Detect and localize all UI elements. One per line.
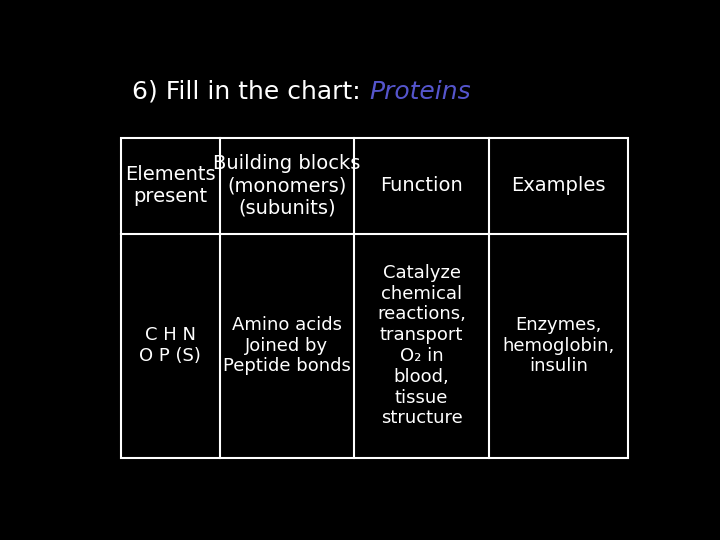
Text: C H N
O P (S): C H N O P (S) (139, 326, 201, 365)
Text: Amino acids
Joined by
Peptide bonds: Amino acids Joined by Peptide bonds (223, 316, 351, 375)
Text: Enzymes,
hemoglobin,
insulin: Enzymes, hemoglobin, insulin (503, 316, 615, 375)
Text: Examples: Examples (511, 176, 606, 195)
Text: Building blocks
(monomers)
(subunits): Building blocks (monomers) (subunits) (213, 154, 361, 217)
Bar (121, 138, 629, 458)
Text: 6) Fill in the chart:: 6) Fill in the chart: (132, 80, 369, 104)
Text: Proteins: Proteins (369, 80, 471, 104)
Text: Function: Function (380, 176, 463, 195)
Text: Catalyze
chemical
reactions,
transport
O₂ in
blood,
tissue
structure: Catalyze chemical reactions, transport O… (377, 264, 466, 428)
Text: Elements
present: Elements present (125, 165, 215, 206)
